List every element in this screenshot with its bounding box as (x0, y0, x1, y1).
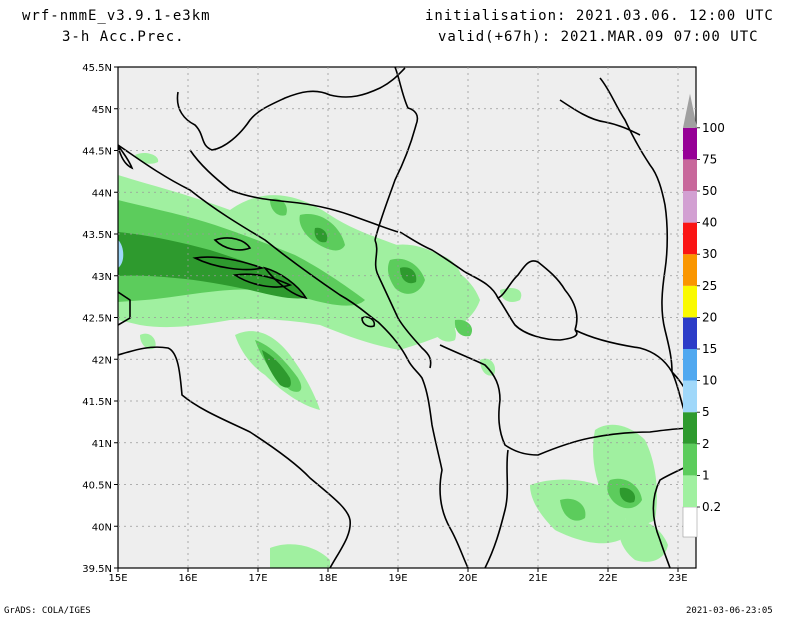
colorbar-segment (683, 93, 697, 128)
colorbar-label: 15 (702, 342, 717, 356)
colorbar-segment (683, 380, 697, 413)
valid-time: valid(+67h): 2021.MAR.09 07:00 UTC (438, 29, 759, 45)
colorbar-segment (683, 475, 697, 507)
colorbar-segment (683, 285, 697, 318)
colorbar-segment (683, 127, 697, 160)
lat-label: 45.5N (82, 63, 112, 74)
lon-label: 16E (178, 573, 197, 584)
colorbar-segment (683, 443, 697, 476)
colorbar-segment (683, 317, 697, 349)
colorbar-label: 75 (702, 152, 717, 166)
precipitation-field (118, 152, 668, 568)
colorbar-segment (682, 506, 698, 538)
coastline-border-lines (118, 67, 696, 568)
lon-label: 20E (458, 573, 477, 584)
lat-label: 44N (92, 188, 112, 199)
lat-label: 41.5N (82, 397, 112, 408)
colorbar-segment (683, 191, 697, 223)
lon-label: 19E (388, 573, 407, 584)
lon-label: 15E (108, 573, 127, 584)
colorbar-label: 100 (702, 121, 725, 135)
colorbar-label: 0.2 (702, 500, 721, 514)
colorbar-label: 1 (702, 468, 710, 482)
lon-label: 22E (598, 573, 617, 584)
colorbar-label: 2 (702, 437, 710, 451)
colorbar-label: 5 (702, 405, 710, 419)
lon-label: 21E (528, 573, 547, 584)
lat-label: 41N (92, 439, 112, 450)
colorbar-label: 30 (702, 247, 717, 261)
model-name: wrf-nmmE_v3.9.1-e3km (22, 8, 211, 24)
colorbar-label: 20 (702, 310, 717, 324)
colorbar-segment (683, 222, 697, 255)
lon-label: 18E (318, 573, 337, 584)
colorbar-label: 40 (702, 216, 717, 230)
colorbar-segment (683, 254, 697, 286)
field-name: 3-h Acc.Prec. (62, 29, 185, 45)
footer-timestamp: 2021-03-06-23:05 (686, 606, 773, 616)
colorbar-segment (683, 159, 697, 191)
colorbar-label: 50 (702, 184, 717, 198)
lat-label: 40.5N (82, 481, 112, 492)
lon-label: 23E (668, 573, 687, 584)
footer-credit: GrADS: COLA/IGES (4, 606, 91, 616)
graticule (118, 67, 696, 568)
lat-label: 42.5N (82, 314, 112, 325)
lon-label: 17E (248, 573, 267, 584)
colorbar-segment (683, 349, 697, 381)
lat-label: 42N (92, 355, 112, 366)
lat-label: 39.5N (82, 564, 112, 575)
axis-ticks: 45.5N 45N 44.5N 44N 43.5N 43N 42.5N 42N 41.5N 41N… (82, 63, 687, 584)
lat-label: 43.5N (82, 230, 112, 241)
lat-label: 40N (92, 522, 112, 533)
lat-label: 45N (92, 105, 112, 116)
colorbar-label: 25 (702, 279, 717, 293)
islands (118, 144, 376, 328)
init-time: initialisation: 2021.03.06. 12:00 UTC (425, 8, 774, 24)
colorbar-label: 10 (702, 374, 717, 388)
lat-label: 44.5N (82, 147, 112, 158)
lat-label: 43N (92, 272, 112, 283)
colorbar-segment (683, 412, 697, 444)
